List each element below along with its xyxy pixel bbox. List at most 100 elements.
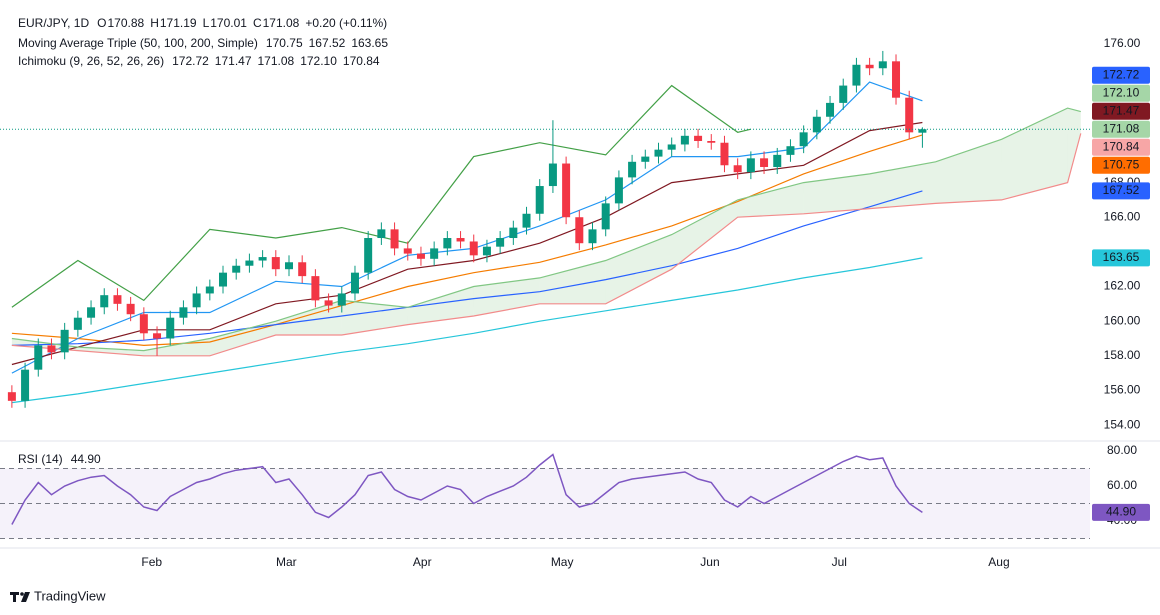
y-tick-label: 154.00 xyxy=(1104,417,1141,431)
candle-body xyxy=(892,61,901,98)
cloud-fill xyxy=(209,321,276,356)
ohlc-key: C xyxy=(253,16,262,30)
candle-body xyxy=(153,333,162,339)
cloud-fill xyxy=(737,182,804,218)
price-label: 172.72 xyxy=(1103,67,1140,81)
indicator-value: 170.84 xyxy=(343,54,380,68)
rsi-tick-label: 60.00 xyxy=(1107,478,1137,492)
logo-part xyxy=(13,592,16,602)
candle-body xyxy=(126,303,135,315)
candle-body xyxy=(87,307,96,318)
x-tick-label: Apr xyxy=(413,555,432,569)
candle-body xyxy=(562,163,571,218)
candle-body xyxy=(113,295,122,304)
cloud-fill xyxy=(77,347,144,356)
candle-body xyxy=(34,345,43,370)
candle-body xyxy=(839,85,848,103)
indicator-line xyxy=(11,257,923,404)
cloud-fill xyxy=(671,199,738,270)
candle-body xyxy=(258,257,267,261)
ohlc-value: 170.88 xyxy=(107,16,144,30)
ohlc-key: H xyxy=(150,16,159,30)
x-tick-label: May xyxy=(551,555,574,569)
candle-body xyxy=(614,177,623,204)
price-label-box xyxy=(1092,84,1150,102)
price-label-box xyxy=(1092,102,1150,120)
candle-body xyxy=(535,186,544,214)
y-tick-label: 160.00 xyxy=(1104,313,1141,327)
candle-body xyxy=(403,248,412,254)
candle-body xyxy=(219,272,228,287)
ohlc-key: O xyxy=(97,16,106,30)
candle-body xyxy=(522,213,531,228)
candle-body xyxy=(654,149,663,157)
candle-body xyxy=(205,286,214,294)
indicator-name: Moving Average Triple (50, 100, 200, Sim… xyxy=(18,36,258,50)
candle-body xyxy=(350,272,359,294)
price-label-box xyxy=(1092,120,1150,138)
candle-body xyxy=(7,392,16,401)
brand-name: TradingView xyxy=(34,588,106,603)
price-pane xyxy=(0,50,1090,408)
indicator-value: 172.10 xyxy=(300,54,337,68)
candle-body xyxy=(245,260,254,266)
indicator-value: 172.72 xyxy=(172,54,209,68)
cloud-fill xyxy=(605,234,672,304)
brand-logo xyxy=(10,592,30,602)
candle-body xyxy=(100,295,109,308)
indicator-value: 171.08 xyxy=(258,54,295,68)
cloud-fill xyxy=(1067,108,1081,183)
rsi-title: RSI (14) xyxy=(18,452,63,466)
candle-body xyxy=(192,293,201,308)
candle-body xyxy=(746,158,755,173)
cloud-fill xyxy=(539,260,606,304)
price-label: 171.47 xyxy=(1103,103,1140,117)
indicator-value: 167.52 xyxy=(309,36,346,50)
ohlc-value: 171.19 xyxy=(160,16,197,30)
indicator-value: 163.65 xyxy=(351,36,388,50)
price-label: 163.65 xyxy=(1103,250,1140,264)
cloud-fill xyxy=(803,173,870,214)
candle-body xyxy=(641,156,650,162)
cloud-fill xyxy=(275,300,342,336)
y-tick-label: 162.00 xyxy=(1104,279,1141,293)
indicator-value: 170.75 xyxy=(266,36,303,50)
price-label: 170.75 xyxy=(1103,157,1140,171)
indicator-value: 171.47 xyxy=(215,54,252,68)
candle-body xyxy=(865,64,874,69)
candle-body xyxy=(456,238,465,242)
candle-body xyxy=(364,238,373,273)
candle-body xyxy=(337,293,346,306)
candle-body xyxy=(47,345,56,353)
x-tick-label: Jul xyxy=(832,555,847,569)
price-label-box xyxy=(1092,66,1150,84)
candle-body xyxy=(575,217,584,244)
indicator-name: Ichimoku (9, 26, 52, 26, 26) xyxy=(18,54,164,68)
candle-body xyxy=(469,241,478,256)
candle-body xyxy=(628,161,637,178)
candle-body xyxy=(905,97,914,133)
candle-body xyxy=(588,229,597,244)
ohlc-value: 170.01 xyxy=(210,16,247,30)
indicator-line xyxy=(11,133,1082,357)
candle-body xyxy=(799,132,808,147)
candle-body xyxy=(509,227,518,239)
candle-body xyxy=(548,163,557,187)
candle-body xyxy=(139,314,148,334)
candle-body xyxy=(284,262,293,270)
price-label-box xyxy=(1092,138,1150,156)
candle-body xyxy=(60,329,69,353)
candle-body xyxy=(733,165,742,173)
logo-part xyxy=(20,592,24,596)
candle-body xyxy=(496,238,505,247)
candle-body xyxy=(720,142,729,166)
price-label: 167.52 xyxy=(1103,183,1140,197)
indicator-line xyxy=(11,134,923,347)
candle-body xyxy=(694,135,703,142)
price-label: 171.08 xyxy=(1103,121,1140,135)
candle-body xyxy=(416,253,425,259)
ohlc-key: L xyxy=(203,16,210,30)
candle-body xyxy=(601,203,610,230)
